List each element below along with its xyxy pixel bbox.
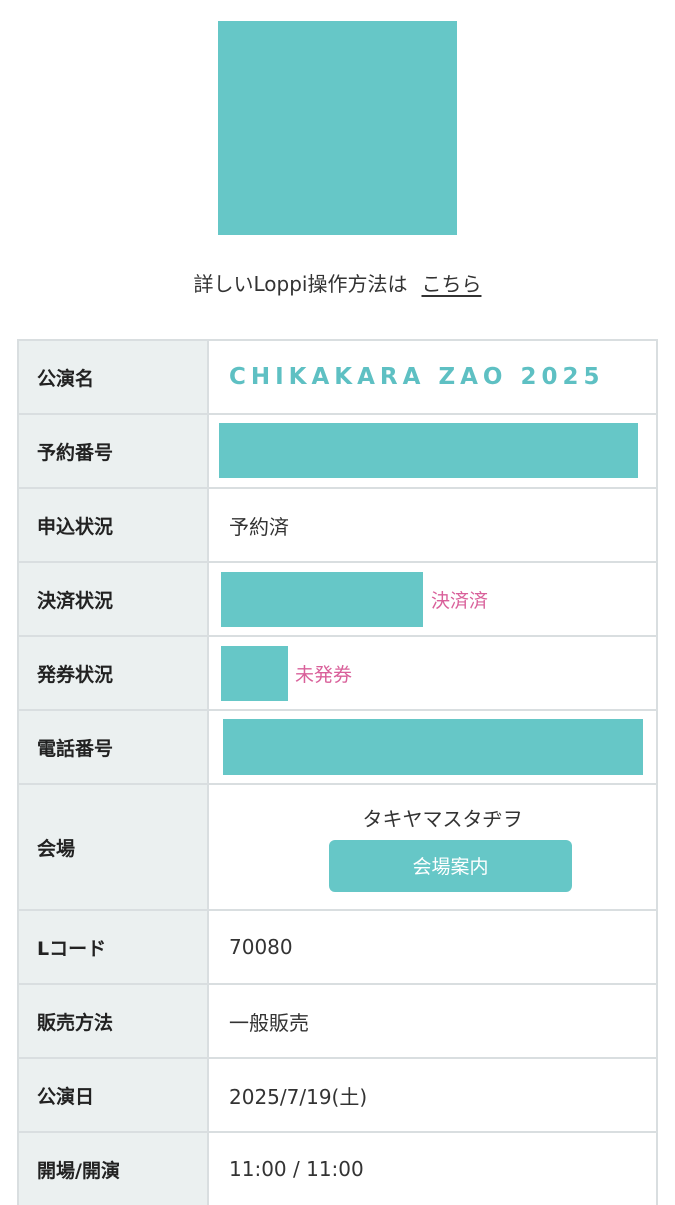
loppi-guide-link[interactable]: こちら [421,272,482,296]
ticketing-status: 未発券 [295,664,353,686]
performance-date: 2025/7/19(土) [229,1084,368,1109]
venue-name: タキヤマスタヂヲ [362,806,523,831]
row-value-cell: 一般販売 [209,985,656,1057]
loppi-guide-text: 詳しいLoppi操作方法は [193,272,408,296]
loppi-guide: 詳しいLoppi操作方法は こちら [0,268,675,297]
application-status: 予約済 [229,514,289,539]
row-value-cell: CHIKAKARA ZAO 2025 [209,341,656,413]
row-value-cell: タキヤマスタヂヲ 会場案内 [209,785,656,909]
row-value-cell [209,711,656,783]
redacted-phone-number [223,719,643,775]
row-value-cell: 決済済 [209,563,656,635]
table-row-performance-name: 公演名 CHIKAKARA ZAO 2025 [19,341,656,415]
row-label: 会場 [19,785,209,909]
table-row-l-code: Lコード 70080 [19,911,656,985]
open-start-time: 11:00 / 11:00 [229,1157,364,1181]
table-row-open-start-time: 開場/開演 11:00 / 11:00 [19,1133,656,1205]
table-row-application-status: 申込状況 予約済 [19,489,656,563]
row-label: 申込状況 [19,489,209,561]
row-label: 発券状況 [19,637,209,709]
row-value-cell [209,415,656,487]
sales-method: 一般販売 [229,1010,309,1035]
row-label: 電話番号 [19,711,209,783]
row-label: 公演名 [19,341,209,413]
row-value-cell: 未発券 [209,637,656,709]
venue-guide-button[interactable]: 会場案内 [329,839,572,892]
table-row-sales-method: 販売方法 一般販売 [19,985,656,1059]
row-label: 予約番号 [19,415,209,487]
redacted-image [218,21,457,235]
row-value-cell: 11:00 / 11:00 [209,1133,656,1205]
row-value-cell: 2025/7/19(土) [209,1059,656,1131]
table-row-ticketing-status: 発券状況 未発券 [19,637,656,711]
row-label: 開場/開演 [19,1133,209,1205]
payment-status: 決済済 [431,590,489,612]
table-row-phone-number: 電話番号 [19,711,656,785]
row-label: 公演日 [19,1059,209,1131]
table-row-reservation-number: 予約番号 [19,415,656,489]
performance-name: CHIKAKARA ZAO 2025 [229,364,605,390]
table-row-payment-status: 決済状況 決済済 [19,563,656,637]
table-row-venue: 会場 タキヤマスタヂヲ 会場案内 [19,785,656,911]
row-label: 販売方法 [19,985,209,1057]
l-code: 70080 [229,935,293,959]
row-value-cell: 70080 [209,911,656,983]
redacted-reservation-number [219,423,638,478]
redacted-payment-info [221,572,423,627]
ticket-info-table: 公演名 CHIKAKARA ZAO 2025 予約番号 申込状況 予約済 決済状… [17,339,658,1205]
row-label: Lコード [19,911,209,983]
redacted-ticketing-info [221,646,288,701]
row-label: 決済状況 [19,563,209,635]
row-value-cell: 予約済 [209,489,656,561]
table-row-performance-date: 公演日 2025/7/19(土) [19,1059,656,1133]
